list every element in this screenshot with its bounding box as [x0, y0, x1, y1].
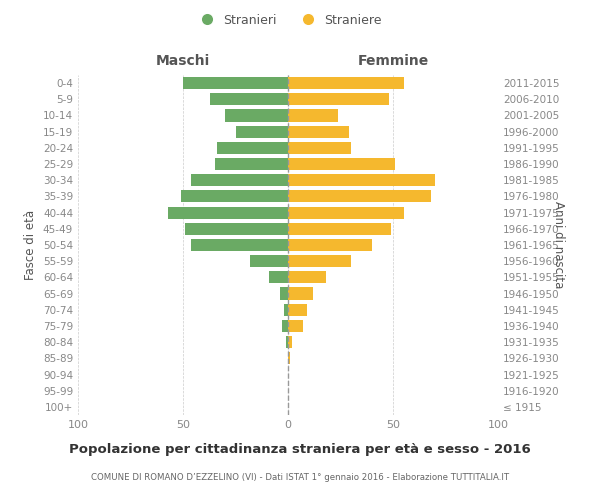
Text: Femmine: Femmine — [358, 54, 428, 68]
Bar — [288, 110, 338, 122]
Bar — [185, 222, 288, 235]
Bar — [288, 239, 372, 251]
Text: COMUNE DI ROMANO D’EZZELINO (VI) - Dati ISTAT 1° gennaio 2016 - Elaborazione TUT: COMUNE DI ROMANO D’EZZELINO (VI) - Dati … — [91, 472, 509, 482]
Bar — [282, 320, 288, 332]
Bar — [284, 304, 288, 316]
Bar — [250, 255, 288, 268]
Bar — [191, 239, 288, 251]
Bar — [286, 336, 288, 348]
Y-axis label: Anni di nascita: Anni di nascita — [552, 202, 565, 288]
Bar — [288, 190, 431, 202]
Bar — [217, 142, 288, 154]
Bar — [288, 336, 292, 348]
Bar — [288, 142, 351, 154]
Bar — [215, 158, 288, 170]
Bar — [269, 272, 288, 283]
Y-axis label: Fasce di età: Fasce di età — [25, 210, 37, 280]
Bar — [288, 255, 351, 268]
Bar — [288, 272, 326, 283]
Text: Maschi: Maschi — [156, 54, 210, 68]
Bar — [288, 174, 435, 186]
Bar — [288, 158, 395, 170]
Bar — [288, 126, 349, 138]
Text: Popolazione per cittadinanza straniera per età e sesso - 2016: Popolazione per cittadinanza straniera p… — [69, 442, 531, 456]
Bar — [288, 77, 404, 89]
Bar — [280, 288, 288, 300]
Bar — [288, 288, 313, 300]
Bar — [210, 93, 288, 106]
Bar — [288, 93, 389, 106]
Bar — [225, 110, 288, 122]
Bar — [288, 222, 391, 235]
Bar — [181, 190, 288, 202]
Bar — [183, 77, 288, 89]
Bar — [288, 320, 303, 332]
Bar — [288, 352, 290, 364]
Bar — [288, 206, 404, 218]
Bar — [191, 174, 288, 186]
Bar — [168, 206, 288, 218]
Bar — [235, 126, 288, 138]
Legend: Stranieri, Straniere: Stranieri, Straniere — [190, 8, 386, 32]
Bar — [288, 304, 307, 316]
